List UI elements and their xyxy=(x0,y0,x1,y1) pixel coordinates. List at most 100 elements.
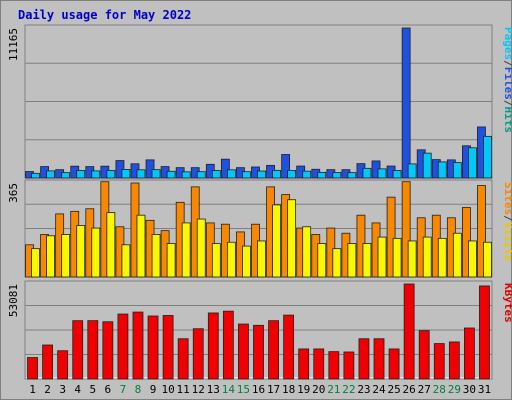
x-tick-label: 26 xyxy=(403,383,416,396)
middle-bar-sites xyxy=(257,240,266,278)
x-axis-labels: 1 2 3 4 5 6 7 8 9 10 11 12 13 14 15 16 17 18 19 20 21 22 23 24 2… xyxy=(29,383,491,396)
bottom-legend-entry: KBytes xyxy=(502,283,512,323)
middle-bar-sites xyxy=(362,243,372,278)
middle-bar-sites xyxy=(31,248,40,278)
top-legend-entry: / xyxy=(502,100,512,107)
bottom-bar-kbytes xyxy=(42,344,53,380)
top-bar-hits xyxy=(281,154,291,179)
middle-panel: 365 Sites/Visits xyxy=(7,179,512,278)
middle-legend-entry: Visits xyxy=(502,222,512,262)
x-tick-label: 30 xyxy=(463,383,476,396)
top-bar-files xyxy=(61,172,71,179)
x-tick-label: 18 xyxy=(282,383,295,396)
middle-bar-sites xyxy=(121,244,131,278)
bottom-bar-kbytes xyxy=(448,341,460,380)
bottom-bar-kbytes xyxy=(117,313,129,380)
top-bar-files xyxy=(91,170,101,179)
bottom-panel: 53081 KBytes xyxy=(7,280,512,380)
top-legend-entry: Files xyxy=(502,67,512,100)
top-bar-files xyxy=(136,169,146,179)
top-bar-files xyxy=(377,168,387,179)
middle-bar-sites xyxy=(332,248,342,278)
top-legend-entry: / xyxy=(502,60,512,67)
bottom-bar-kbytes xyxy=(298,348,310,380)
middle-bar-sites xyxy=(422,236,432,278)
top-legend-entry: Hits xyxy=(502,107,512,134)
x-tick-label: 5 xyxy=(89,383,96,396)
middle-bar-sites xyxy=(136,214,146,278)
x-tick-label: 15 xyxy=(237,383,250,396)
top-bar-files xyxy=(46,170,55,179)
x-tick-label: 12 xyxy=(192,383,205,396)
top-bar-files xyxy=(483,135,492,179)
middle-bar-sites xyxy=(181,222,191,278)
bottom-bar-kbytes xyxy=(283,314,295,380)
x-tick-label: 2 xyxy=(44,383,51,396)
x-tick-label: 11 xyxy=(177,383,190,396)
top-bar-files xyxy=(166,170,176,179)
bottom-bar-kbytes xyxy=(72,320,84,380)
top-bar-files xyxy=(226,169,236,179)
middle-bar-sites xyxy=(483,241,492,278)
top-bar-hits xyxy=(145,159,155,179)
x-tick-label: 19 xyxy=(297,383,310,396)
bottom-bar-kbytes xyxy=(132,311,144,380)
top-bar-files xyxy=(257,170,266,179)
top-bar-files xyxy=(392,170,402,179)
top-bar-files xyxy=(31,172,40,179)
top-bar-files xyxy=(362,167,372,179)
middle-bar-sites xyxy=(196,218,206,278)
bottom-bar-kbytes xyxy=(358,338,370,380)
top-bar-files xyxy=(272,169,281,179)
x-tick-label: 13 xyxy=(207,383,220,396)
bottom-bar-kbytes xyxy=(57,350,69,380)
chart-panels: 11165Pages/Files/Hits365Sites/Visits5308… xyxy=(7,24,512,380)
bottom-bar-kbytes xyxy=(27,357,38,380)
bottom-bar-kbytes xyxy=(147,315,159,380)
x-tick-label: 29 xyxy=(448,383,461,396)
top-bar-files xyxy=(287,170,297,179)
x-tick-label: 17 xyxy=(267,383,280,396)
middle-bar-sites xyxy=(468,240,477,278)
middle-bar-sites xyxy=(452,232,462,278)
x-tick-label: 6 xyxy=(105,383,112,396)
bottom-bar-kbytes xyxy=(253,324,264,380)
x-tick-label: 28 xyxy=(433,383,446,396)
middle-y-max-label: 365 xyxy=(7,183,20,203)
middle-bar-visits xyxy=(386,196,396,278)
bottom-bar-kbytes xyxy=(403,283,415,380)
middle-bar-sites xyxy=(151,234,161,278)
middle-bar-sites xyxy=(302,226,312,278)
top-bar-files xyxy=(407,163,417,179)
middle-bar-visits xyxy=(401,181,411,278)
middle-legend: Sites/Visits xyxy=(502,182,512,262)
middle-bar-sites xyxy=(242,245,251,278)
middle-bar-sites xyxy=(61,234,71,278)
top-bar-files xyxy=(437,161,447,179)
x-tick-label: 22 xyxy=(342,383,355,396)
top-bar-files xyxy=(347,172,357,179)
top-bar-files xyxy=(242,171,251,179)
x-tick-label: 3 xyxy=(59,383,66,396)
x-tick-label: 10 xyxy=(161,383,174,396)
bottom-y-max-label: 53081 xyxy=(7,284,20,317)
middle-bar-sites xyxy=(46,235,55,278)
x-tick-label: 7 xyxy=(120,383,127,396)
middle-legend-entry: / xyxy=(502,215,512,222)
top-bar-files xyxy=(121,169,131,179)
bottom-bar-kbytes xyxy=(388,348,400,380)
bottom-bar-kbytes xyxy=(433,343,445,380)
top-legend-entry: Pages xyxy=(502,27,512,60)
bottom-bar-kbytes xyxy=(479,285,490,380)
top-legend: Pages/Files/Hits xyxy=(502,27,512,133)
bottom-bar-kbytes xyxy=(328,351,340,380)
bottom-bar-kbytes xyxy=(162,315,174,380)
x-tick-label: 14 xyxy=(222,383,236,396)
x-tick-label: 24 xyxy=(372,383,386,396)
middle-bar-sites xyxy=(287,199,297,278)
middle-bar-sites xyxy=(377,236,387,278)
x-tick-label: 9 xyxy=(150,383,157,396)
bottom-bar-kbytes xyxy=(373,338,385,380)
middle-bar-sites xyxy=(166,243,176,278)
top-bar-files xyxy=(302,170,312,179)
